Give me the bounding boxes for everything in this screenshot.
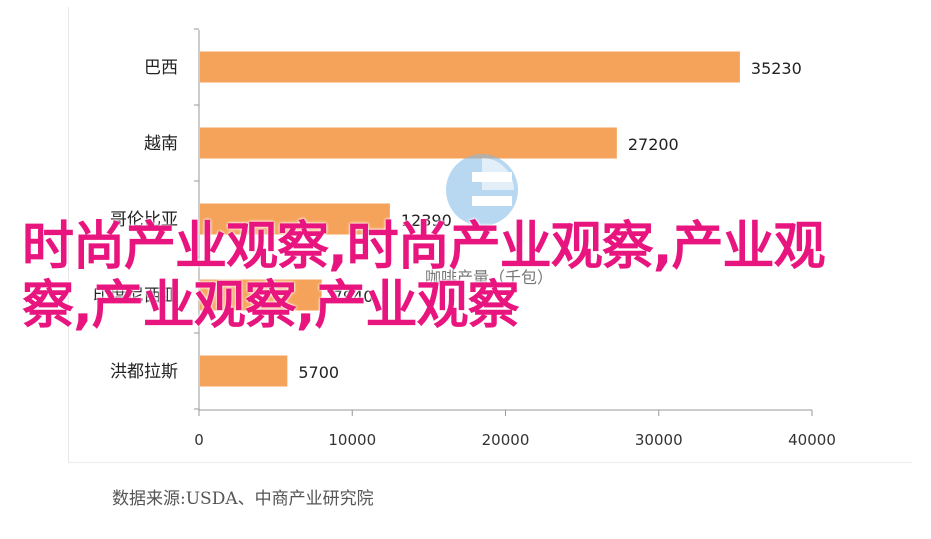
bar: [200, 203, 390, 235]
data-label: 35230: [751, 59, 802, 78]
x-tick-label: 30000: [635, 431, 683, 449]
data-label: 12390: [401, 211, 452, 230]
source-note: 数据来源:USDA、中商产业研究院: [112, 489, 374, 509]
x-tick-label: 20000: [482, 431, 530, 449]
bar: [200, 127, 617, 159]
bar: [200, 279, 322, 311]
data-label: 27200: [628, 135, 679, 154]
chart-frame: [68, 7, 912, 463]
data-label: 7940: [333, 287, 374, 306]
overlay-watermark-text: 时尚产业观察,时尚产业观察,产业观察,产业观察,产业观察: [22, 217, 826, 336]
x-tick-label: 40000: [788, 431, 836, 449]
category-label: 越南: [144, 134, 178, 154]
data-label: 5700: [298, 363, 339, 382]
category-label: 洪都拉斯: [110, 362, 178, 382]
category-label: 印度尼西亚: [93, 286, 178, 306]
x-tick-label: 10000: [328, 431, 376, 449]
watermark-text: 咖啡产量（千包）: [425, 268, 554, 287]
bar: [200, 355, 288, 387]
x-tick-label: 0: [194, 431, 204, 449]
category-label: 哥伦比亚: [110, 210, 178, 230]
bar: [200, 51, 740, 83]
chinabgao-logo-icon: [446, 154, 518, 226]
category-label: 巴西: [144, 58, 178, 78]
